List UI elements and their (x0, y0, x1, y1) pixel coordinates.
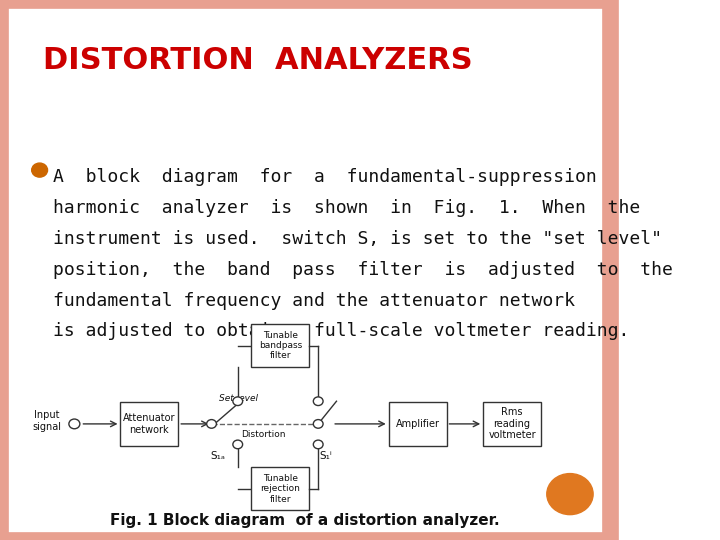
Circle shape (313, 397, 323, 406)
Text: Set level: Set level (220, 394, 258, 403)
FancyBboxPatch shape (120, 402, 179, 446)
Text: Attenuator
network: Attenuator network (123, 413, 176, 435)
Circle shape (69, 419, 80, 429)
Circle shape (546, 474, 593, 515)
Text: Fig. 1 Block diagram  of a distortion analyzer.: Fig. 1 Block diagram of a distortion ana… (110, 513, 500, 528)
Circle shape (32, 163, 48, 177)
Text: Distortion: Distortion (241, 430, 286, 440)
Text: S₁ₐ: S₁ₐ (210, 451, 225, 461)
Text: DISTORTION  ANALYZERS: DISTORTION ANALYZERS (42, 46, 472, 75)
Text: Tunable
rejection
filter: Tunable rejection filter (261, 474, 300, 504)
Text: position,  the  band  pass  filter  is  adjusted  to  the: position, the band pass filter is adjust… (53, 261, 673, 279)
Text: instrument is used.  switch S, is set to the "set level": instrument is used. switch S, is set to … (53, 230, 662, 248)
Text: Input
signal: Input signal (32, 410, 61, 432)
Text: A  block  diagram  for  a  fundamental-suppression: A block diagram for a fundamental-suppre… (53, 168, 597, 186)
Text: Rms
reading
voltmeter: Rms reading voltmeter (488, 407, 536, 441)
FancyBboxPatch shape (389, 402, 446, 446)
Circle shape (207, 420, 217, 428)
Text: harmonic  analyzer  is  shown  in  Fig.  1.  When  the: harmonic analyzer is shown in Fig. 1. Wh… (53, 199, 640, 217)
Text: S₁ⁱ: S₁ⁱ (320, 451, 333, 461)
Text: is adjusted to obtain a full-scale voltmeter reading.: is adjusted to obtain a full-scale voltm… (53, 322, 629, 340)
Circle shape (313, 420, 323, 428)
Text: fundamental frequency and the attenuator network: fundamental frequency and the attenuator… (53, 292, 575, 309)
Circle shape (233, 397, 243, 406)
Circle shape (313, 440, 323, 449)
Text: Tunable
bandpass
filter: Tunable bandpass filter (258, 330, 302, 361)
Circle shape (233, 440, 243, 449)
FancyBboxPatch shape (0, 0, 610, 540)
FancyBboxPatch shape (251, 324, 310, 367)
FancyBboxPatch shape (251, 467, 310, 510)
Text: Amplifier: Amplifier (395, 419, 440, 429)
FancyBboxPatch shape (483, 402, 541, 446)
